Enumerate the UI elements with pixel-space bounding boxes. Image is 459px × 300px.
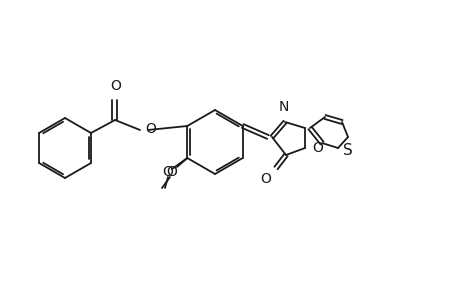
Text: O: O <box>162 165 173 179</box>
Text: S: S <box>342 142 352 158</box>
Text: O: O <box>110 79 121 93</box>
Text: O: O <box>166 165 177 179</box>
Text: O: O <box>259 172 270 186</box>
Text: O: O <box>311 141 322 155</box>
Text: O: O <box>145 122 156 136</box>
Text: N: N <box>278 100 289 114</box>
